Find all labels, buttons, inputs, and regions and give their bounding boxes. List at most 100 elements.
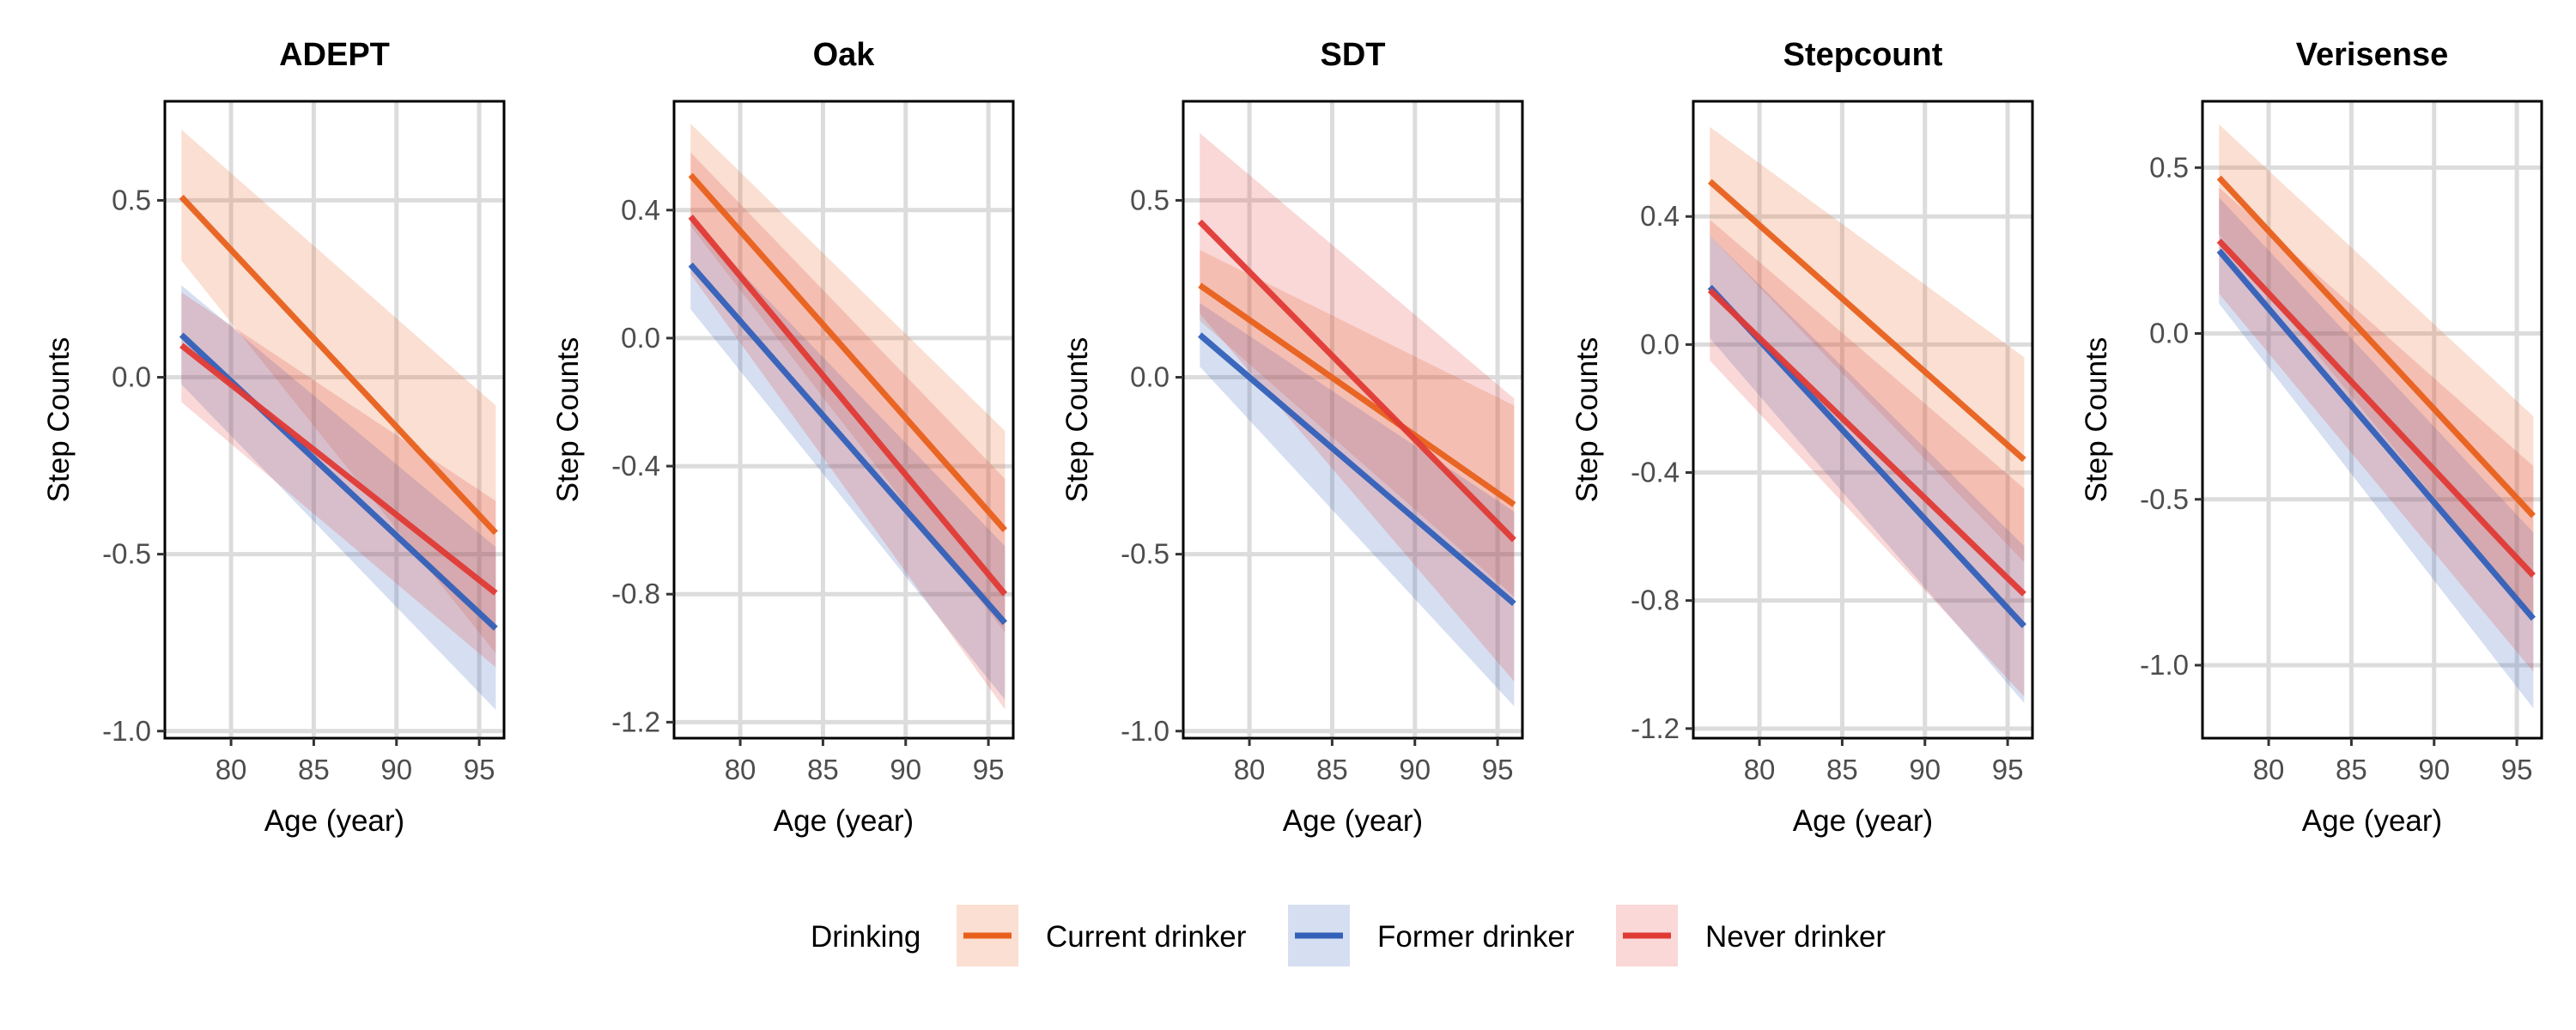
y-tick-label: -1.0 [1121, 715, 1170, 747]
x-tick-label: 90 [380, 754, 412, 785]
panel-frame [2201, 100, 2543, 740]
x-tick-label: 90 [890, 754, 921, 785]
line-never-drinker [688, 214, 1008, 597]
y-tick-label: 0.0 [112, 361, 151, 393]
line-current-drinker [688, 173, 1007, 532]
y-tick-label: -0.8 [611, 578, 660, 609]
y-axis-label: Step Counts [1060, 337, 1094, 503]
y-tick-label: -1.2 [611, 706, 660, 737]
y-tick-label: -1.0 [2140, 649, 2189, 681]
y-axis-label: Step Counts [1571, 337, 1604, 503]
chart-panels: 80 85 90 95 0.5 0.0 -0.5 -1.0 ADEPT Age (year) Ste… [42, 37, 2543, 838]
ci-band-current-drinker [690, 124, 1005, 633]
line-current-drinker [2216, 175, 2536, 518]
x-tick-label: 95 [1482, 754, 1514, 785]
y-tick-label: -1.0 [102, 715, 151, 747]
x-tick-label: 80 [1744, 754, 1776, 785]
line-current-drinker [1707, 179, 2026, 463]
y-tick-label: 0.0 [1640, 328, 1680, 360]
y-axis-label: Step Counts [551, 337, 585, 503]
legend: Drinking Current drinker Former drinker Ne… [811, 905, 1886, 966]
panel-title: SDT [1321, 37, 1386, 73]
y-tick-label: 0.0 [621, 322, 660, 354]
line-never-drinker [2216, 238, 2536, 579]
panel-frame [1182, 100, 1524, 740]
ci-band-former-drinker [181, 285, 496, 711]
panel-oak: 80 85 90 95 0.4 0.0 -0.4 -0.8 -1.2 Oak Age (year) S… [551, 37, 1015, 838]
y-tick-label: 0.5 [112, 184, 151, 215]
panel-stepcount: 80 85 90 95 0.4 0.0 -0.4 -0.8 -1.2 Stepcount Age (… [1571, 37, 2034, 838]
line-former-drinker [688, 262, 1008, 626]
x-axis-label: Age (year) [264, 804, 404, 838]
x-tick-label: 80 [2253, 754, 2285, 785]
x-tick-label: 95 [973, 754, 1005, 785]
line-current-drinker [179, 194, 498, 536]
line-never-drinker [1707, 288, 2026, 597]
line-never-drinker [1197, 219, 1516, 542]
y-tick-label: -0.5 [2140, 483, 2189, 515]
x-tick-label: 90 [1399, 754, 1431, 785]
panel-frame [672, 100, 1015, 740]
y-tick-label: -0.4 [611, 450, 660, 482]
x-tick-label: 85 [807, 754, 839, 785]
panel-frame [163, 100, 506, 740]
ci-band-never-drinker [690, 152, 1005, 710]
x-tick-label: 90 [1909, 754, 1941, 785]
x-tick-label: 80 [1234, 754, 1266, 785]
x-tick-label: 95 [464, 754, 495, 785]
y-tick-label: -1.2 [1631, 712, 1680, 744]
panel-frame [1692, 100, 2034, 740]
line-former-drinker [1197, 332, 1516, 607]
ci-band-current-drinker [1710, 126, 2025, 562]
x-tick-label: 85 [1826, 754, 1858, 785]
ci-band-former-drinker [1710, 235, 2025, 703]
y-tick-label: -0.4 [1631, 457, 1680, 488]
y-axis-label: Step Counts [2080, 337, 2113, 503]
y-tick-label: -0.8 [1631, 585, 1680, 616]
ci-band-never-drinker [2219, 187, 2534, 672]
legend-items: Current drinker Former drinker Never drink… [957, 905, 1886, 966]
y-tick-label: 0.4 [621, 194, 660, 226]
x-tick-label: 85 [1316, 754, 1348, 785]
line-former-drinker [2216, 248, 2537, 621]
x-tick-label: 95 [1992, 754, 2024, 785]
x-axis-label: Age (year) [2302, 804, 2442, 838]
x-tick-label: 95 [2501, 754, 2533, 785]
legend-title: Drinking [811, 920, 920, 954]
y-tick-label: 0.5 [1130, 184, 1170, 215]
x-tick-label: 85 [298, 754, 330, 785]
line-current-drinker [1198, 282, 1516, 507]
x-tick-label: 80 [216, 754, 247, 785]
ci-band-current-drinker [181, 129, 496, 654]
y-axis-label: Step Counts [42, 337, 76, 503]
legend-item-never-drinker: Never drinker [1616, 905, 1886, 966]
ci-band-never-drinker [1200, 133, 1515, 682]
x-tick-label: 90 [2418, 754, 2450, 785]
y-tick-label: 0.0 [2149, 318, 2189, 349]
legend-item-former-drinker: Former drinker [1288, 905, 1575, 966]
x-axis-label: Age (year) [1793, 804, 1933, 838]
y-tick-label: 0.4 [1640, 200, 1680, 232]
panel-adept: 80 85 90 95 0.5 0.0 -0.5 -1.0 ADEPT Age (year) Ste… [42, 37, 506, 838]
panel-title: Stepcount [1783, 37, 1943, 73]
panel-title: Verisense [2296, 37, 2448, 73]
legend-label: Former drinker [1377, 920, 1575, 954]
ci-band-former-drinker [690, 219, 1005, 700]
legend-label: Current drinker [1046, 920, 1247, 954]
panel-sdt: 80 85 90 95 0.5 0.0 -0.5 -1.0 SDT Age (year) Step … [1060, 37, 1524, 838]
panel-verisense: 80 85 90 95 0.5 0.0 -0.5 -1.0 Verisense Age (year… [2080, 37, 2543, 838]
y-tick-label: -0.5 [102, 538, 151, 570]
line-never-drinker [179, 342, 498, 596]
panel-title: ADEPT [279, 37, 390, 73]
x-tick-label: 85 [2336, 754, 2367, 785]
y-tick-label: -0.5 [1121, 538, 1170, 570]
legend-item-current-drinker: Current drinker [957, 905, 1247, 966]
panel-title: Oak [813, 37, 876, 73]
legend-label: Never drinker [1705, 920, 1886, 954]
x-axis-label: Age (year) [774, 804, 914, 838]
x-tick-label: 80 [725, 754, 756, 785]
y-tick-label: 0.0 [1130, 361, 1170, 393]
y-tick-label: 0.5 [2149, 151, 2189, 183]
